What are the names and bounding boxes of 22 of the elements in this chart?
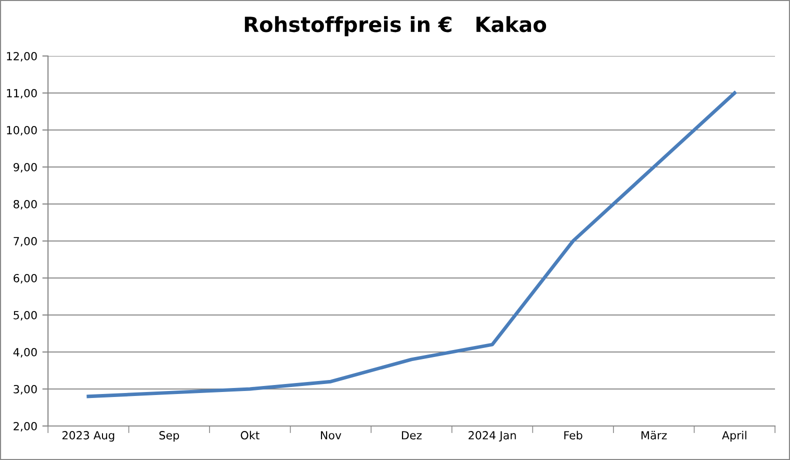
y-tick-label: 7,00 bbox=[14, 236, 37, 247]
x-tick-label: Feb bbox=[564, 430, 582, 440]
x-tick-label: Sep bbox=[159, 431, 180, 442]
y-tick-label: 5,00 bbox=[14, 310, 37, 321]
y-tick-label: 9,00 bbox=[14, 162, 37, 173]
y-tick-label: 3,00 bbox=[14, 384, 37, 395]
x-tick-label: 2024 Jan bbox=[468, 431, 516, 442]
chart-title: Rohstoffpreis in € Kakao bbox=[244, 16, 546, 36]
y-tick-label: 12,00 bbox=[6, 52, 37, 62]
x-tick-label: März bbox=[642, 430, 667, 440]
x-tick-label: Dez bbox=[402, 431, 422, 440]
line-series bbox=[86, 91, 736, 398]
y-tick-label: 4,00 bbox=[13, 348, 37, 358]
x-tick-label: Nov bbox=[320, 431, 342, 440]
x-tick-label: 2023 Aug bbox=[62, 431, 114, 442]
x-tick-label: April bbox=[722, 430, 746, 442]
y-tick-label: 2,00 bbox=[14, 422, 37, 432]
y-tick-label: 6,00 bbox=[14, 274, 37, 284]
y-tick-label: 10,00 bbox=[6, 126, 37, 136]
x-tick-label: Okt bbox=[240, 430, 260, 440]
y-tick-label: 11,00 bbox=[6, 88, 37, 99]
y-tick-label: 8,00 bbox=[14, 200, 37, 210]
